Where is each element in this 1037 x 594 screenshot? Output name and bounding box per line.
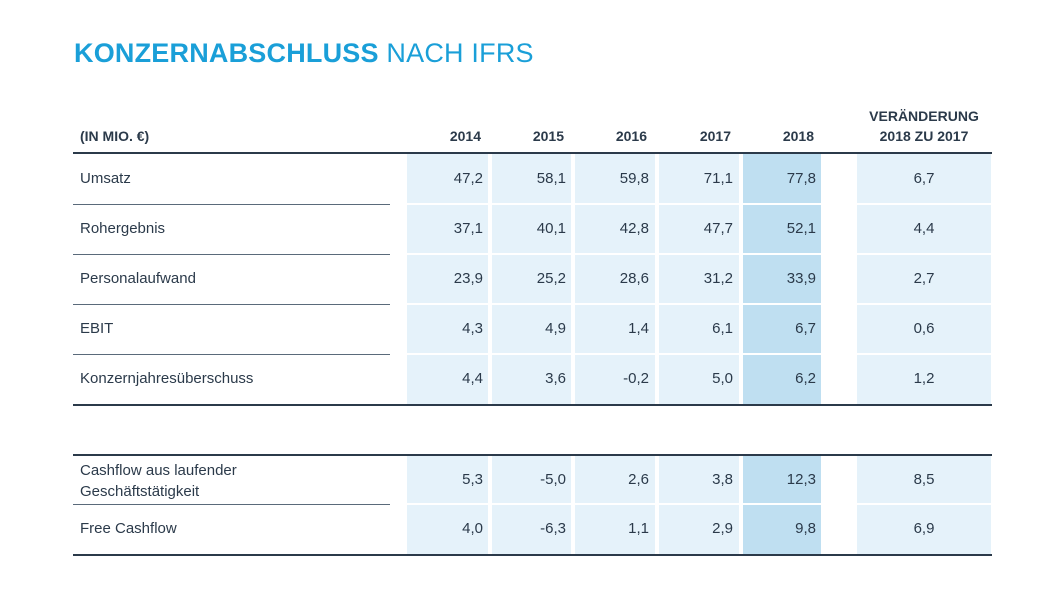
col-bg-2017-s2: [659, 455, 739, 555]
cell-umsatz-2018: 77,8: [786, 170, 816, 187]
title-bold: KONZERNABSCHLUSS: [74, 38, 379, 68]
row-label-umsatz: Umsatz: [80, 170, 131, 187]
col-bg-2015: [492, 154, 571, 405]
cell-gap: [407, 303, 992, 305]
cell-umsatz-2014: 47,2: [453, 170, 483, 187]
change-header-line1: VERÄNDERUNG: [869, 108, 979, 124]
cell-rohergebnis-2016: 42,8: [619, 220, 649, 237]
cell-cashflow-2015: -5,0: [540, 471, 566, 488]
row-label-ebit: EBIT: [80, 320, 114, 337]
cell-cashflow-2018: 12,3: [786, 471, 816, 488]
col-bg-2014: [407, 154, 488, 405]
row-label-personalaufwand: Personalaufwand: [80, 270, 196, 287]
cell-ebit-2018: 6,7: [795, 320, 816, 337]
cell-ebit-2016: 1,4: [628, 320, 649, 337]
cell-umsatz-change: 6,7: [913, 170, 935, 187]
year-header-2018: 2018: [782, 128, 814, 144]
change-header: VERÄNDERUNG 2018 ZU 2017: [850, 106, 998, 148]
cell-gap: [407, 253, 992, 255]
cell-free-cashflow-2015: -6,3: [540, 520, 566, 537]
cell-free-cashflow-2017: 2,9: [712, 520, 733, 537]
cell-free-cashflow-2014: 4,0: [462, 520, 483, 537]
cell-gap: [407, 503, 992, 505]
unit-header: (IN MIO. €): [80, 128, 150, 144]
cell-konzernjahresueberschuss-2017: 5,0: [712, 370, 733, 387]
change-header-line2: 2018 ZU 2017: [879, 128, 969, 144]
row-label-cashflow-operating: Cashflow aus laufender Geschäftstätigkei…: [80, 460, 237, 502]
cell-cashflow-2014: 5,3: [462, 471, 483, 488]
row-label-rohergebnis: Rohergebnis: [80, 220, 166, 237]
cell-konzernjahresueberschuss-2014: 4,4: [462, 370, 483, 387]
cell-gap: [407, 353, 992, 355]
col-bg-change: [857, 154, 991, 405]
col-bg-2018-s2: [743, 455, 821, 555]
row-label-cashflow-line2: Geschäftstätigkeit: [80, 483, 200, 500]
page-title: KONZERNABSCHLUSS NACH IFRS: [74, 38, 534, 69]
cell-personalaufwand-2016: 28,6: [619, 270, 649, 287]
row-label-cashflow-line1: Cashflow aus laufender: [80, 462, 237, 479]
cell-rohergebnis-2014: 37,1: [453, 220, 483, 237]
year-header-2016: 2016: [615, 128, 647, 144]
year-header-2015: 2015: [532, 128, 564, 144]
cell-umsatz-2016: 59,8: [619, 170, 649, 187]
cell-rohergebnis-2018: 52,1: [786, 220, 816, 237]
row-divider: [73, 504, 390, 505]
cell-konzernjahresueberschuss-2018: 6,2: [795, 370, 816, 387]
cell-personalaufwand-2017: 31,2: [703, 270, 733, 287]
col-bg-2016: [575, 154, 655, 405]
cell-free-cashflow-change: 6,9: [913, 520, 935, 537]
title-light: NACH IFRS: [386, 38, 534, 68]
cell-rohergebnis-2017: 47,7: [703, 220, 733, 237]
section2-top-rule: [73, 454, 992, 456]
cell-ebit-2014: 4,3: [462, 320, 483, 337]
row-divider: [73, 354, 390, 355]
cell-rohergebnis-change: 4,4: [913, 220, 935, 237]
row-divider: [73, 254, 390, 255]
col-bg-2016-s2: [575, 455, 655, 555]
cell-free-cashflow-2016: 1,1: [628, 520, 649, 537]
row-label-konzernjahresueberschuss: Konzernjahresüberschuss: [80, 370, 254, 387]
cell-personalaufwand-2018: 33,9: [786, 270, 816, 287]
cell-ebit-change: 0,6: [913, 320, 935, 337]
cell-personalaufwand-2015: 25,2: [536, 270, 566, 287]
cell-konzernjahresueberschuss-change: 1,2: [913, 370, 935, 387]
cell-free-cashflow-2018: 9,8: [795, 520, 816, 537]
cell-ebit-2017: 6,1: [712, 320, 733, 337]
cell-cashflow-2017: 3,8: [712, 471, 733, 488]
cell-konzernjahresueberschuss-2015: 3,6: [545, 370, 566, 387]
row-divider: [73, 204, 390, 205]
cell-personalaufwand-2014: 23,9: [453, 270, 483, 287]
row-label-free-cashflow: Free Cashflow: [80, 520, 177, 537]
cell-cashflow-2016: 2,6: [628, 471, 649, 488]
year-header-2017: 2017: [699, 128, 731, 144]
cell-rohergebnis-2015: 40,1: [536, 220, 566, 237]
col-bg-2018: [743, 154, 821, 405]
section1-bottom-rule: [73, 404, 992, 406]
cell-cashflow-change: 8,5: [913, 471, 935, 488]
row-divider: [73, 304, 390, 305]
col-bg-2015-s2: [492, 455, 571, 555]
cell-personalaufwand-change: 2,7: [913, 270, 935, 287]
cell-umsatz-2017: 71,1: [703, 170, 733, 187]
year-header-2014: 2014: [449, 128, 481, 144]
cell-konzernjahresueberschuss-2016: -0,2: [623, 370, 649, 387]
cell-ebit-2015: 4,9: [545, 320, 566, 337]
col-bg-change-s2: [857, 455, 991, 555]
section2-bottom-rule: [73, 554, 992, 556]
col-bg-2014-s2: [407, 455, 488, 555]
header-rule: [73, 152, 992, 154]
cell-umsatz-2015: 58,1: [536, 170, 566, 187]
col-bg-2017: [659, 154, 739, 405]
cell-gap: [407, 203, 992, 205]
